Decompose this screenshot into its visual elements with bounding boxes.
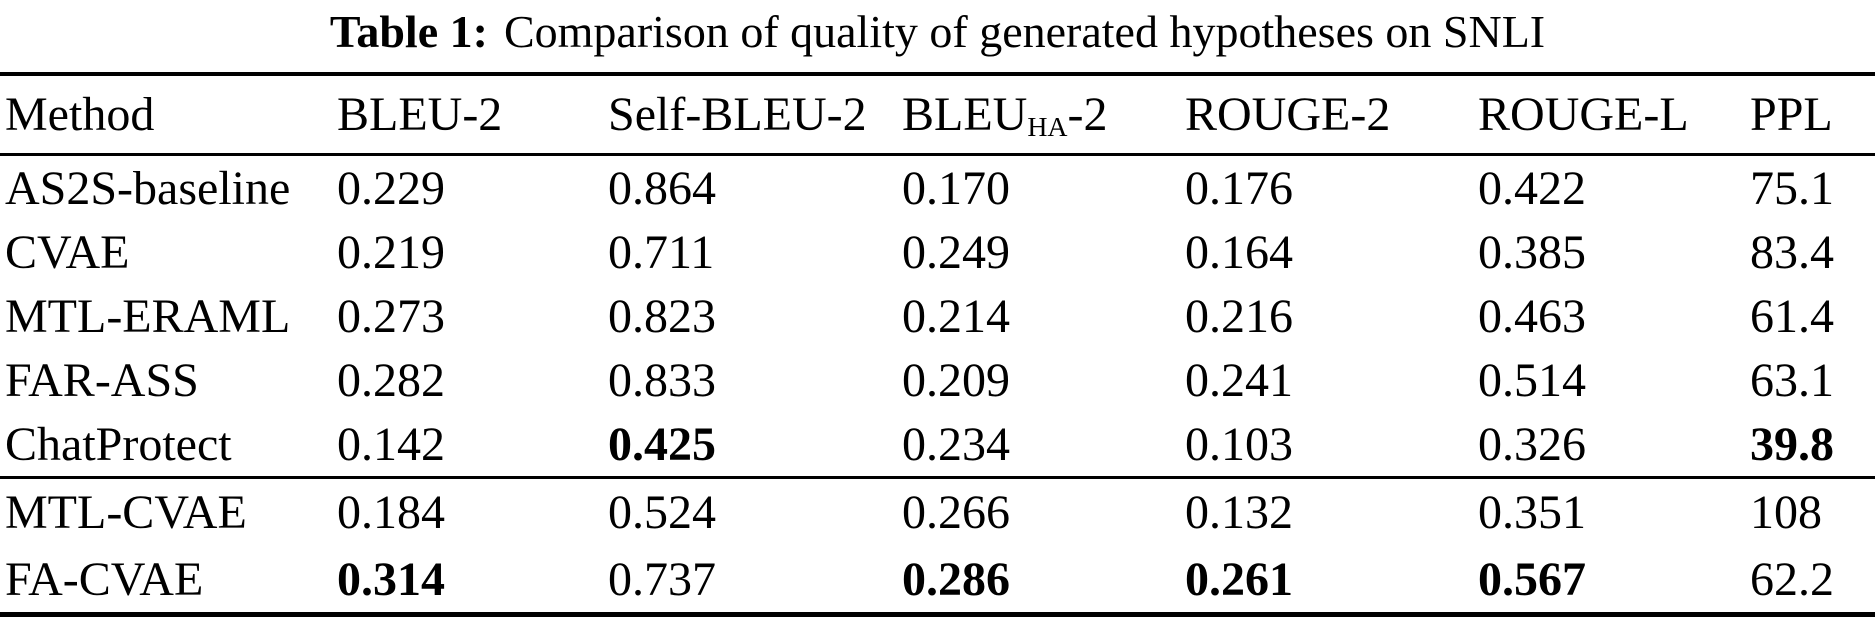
value-cell: 0.241 [1185, 353, 1293, 407]
method-cell: MTL-CVAE [0, 476, 337, 546]
column-header-rouge2: ROUGE-2 [1185, 74, 1478, 156]
column-header-suffix: -2 [1067, 88, 1108, 141]
value-cell: 0.176 [1185, 161, 1293, 215]
value-cell: 0.514 [1478, 353, 1586, 407]
column-header-label: ROUGE-2 [1185, 88, 1391, 141]
method-cell: CVAE [5, 225, 130, 279]
value-cell: 0.142 [337, 417, 445, 471]
value-cell: 0.229 [337, 161, 445, 215]
table-row: CVAE 0.219 0.711 0.249 0.164 0.385 83.4 [0, 220, 1875, 284]
value-cell: 0.214 [902, 289, 1010, 343]
table-body: AS2S-baseline 0.229 0.864 0.170 0.176 0.422 75… [0, 155, 1875, 615]
header-row: Method BLEU-2 Self-BLEU-2 BLEUHA-2 ROUGE… [0, 74, 1875, 156]
value-cell: 0.864 [608, 161, 716, 215]
table-row: ChatProtect 0.142 0.425 0.234 0.103 0.326 39.8 [0, 412, 1875, 478]
value-cell: 39.8 [1750, 417, 1834, 471]
method-cell: FA-CVAE [5, 552, 204, 606]
method-cell: MTL-ERAML [5, 289, 291, 343]
table-row: AS2S-baseline 0.229 0.864 0.170 0.176 0.422 75… [0, 155, 1875, 221]
value-cell: 0.823 [608, 289, 716, 343]
column-header-selfbleu2: Self-BLEU-2 [608, 74, 902, 156]
column-header-bleu2: BLEU-2 [337, 74, 608, 156]
value-cell: 0.833 [608, 353, 716, 407]
value-cell: 0.209 [902, 353, 1010, 407]
column-header-label: BLEU [902, 88, 1028, 141]
value-cell: 0.219 [337, 225, 445, 279]
column-header-subscript: HA [1027, 112, 1068, 144]
column-header-label: BLEU-2 [337, 88, 503, 141]
column-header-label: Self-BLEU-2 [608, 88, 867, 141]
value-cell: 0.216 [1185, 289, 1293, 343]
value-cell: 0.170 [902, 161, 1010, 215]
value-cell: 0.422 [1478, 161, 1586, 215]
table-row: MTL-ERAML 0.273 0.823 0.214 0.216 0.463 61.4 [0, 284, 1875, 348]
value-cell: 0.567 [1478, 552, 1586, 606]
value-cell: 0.711 [608, 225, 715, 279]
value-cell: 0.184 [337, 476, 608, 546]
column-header-rougel: ROUGE-L [1478, 74, 1750, 156]
value-cell: 63.1 [1750, 353, 1834, 407]
method-cell: FAR-ASS [5, 353, 199, 407]
caption-text: Comparison of quality of generated hypot… [503, 6, 1546, 57]
value-cell: 0.314 [337, 552, 445, 606]
value-cell: 0.282 [337, 353, 445, 407]
column-header-label: PPL [1750, 88, 1833, 141]
value-cell: 0.385 [1478, 225, 1586, 279]
results-table: Method BLEU-2 Self-BLEU-2 BLEUHA-2 ROUGE… [0, 72, 1875, 617]
value-cell: 83.4 [1750, 225, 1834, 279]
method-cell: ChatProtect [5, 417, 232, 471]
value-cell: 0.524 [608, 476, 902, 546]
method-cell: AS2S-baseline [5, 161, 291, 215]
value-cell: 0.286 [902, 552, 1010, 606]
value-cell: 0.249 [902, 225, 1010, 279]
value-cell: 0.425 [608, 417, 716, 471]
value-cell: 0.103 [1185, 417, 1293, 471]
column-header-label: ROUGE-L [1478, 88, 1689, 141]
column-header-bleuha2: BLEUHA-2 [902, 74, 1185, 156]
column-header-method: Method [0, 74, 337, 156]
value-cell: 61.4 [1750, 289, 1834, 343]
value-cell: 0.261 [1185, 552, 1293, 606]
value-cell: 0.234 [902, 417, 1010, 471]
value-cell: 0.273 [337, 289, 445, 343]
column-header-label: Method [5, 88, 155, 141]
value-cell: 108 [1750, 476, 1875, 546]
table-caption: Table 1: Comparison of quality of genera… [0, 0, 1875, 72]
table-row: FAR-ASS 0.282 0.833 0.209 0.241 0.514 63.1 [0, 348, 1875, 412]
value-cell: 0.266 [902, 476, 1185, 546]
column-header-ppl: PPL [1750, 74, 1875, 156]
table-header: Method BLEU-2 Self-BLEU-2 BLEUHA-2 ROUGE… [0, 74, 1875, 156]
value-cell: 75.1 [1750, 161, 1834, 215]
value-cell: 0.737 [608, 552, 716, 606]
caption-label: Table 1: [329, 6, 488, 57]
value-cell: 0.164 [1185, 225, 1293, 279]
table-row: MTL-CVAE 0.184 0.524 0.266 0.132 0.351 108 [0, 476, 1875, 546]
table-row: FA-CVAE 0.314 0.737 0.286 0.261 0.567 62.2 [0, 546, 1875, 615]
value-cell: 0.351 [1478, 476, 1750, 546]
value-cell: 0.463 [1478, 289, 1586, 343]
value-cell: 0.326 [1478, 417, 1586, 471]
value-cell: 0.132 [1185, 476, 1478, 546]
value-cell: 62.2 [1750, 552, 1834, 606]
